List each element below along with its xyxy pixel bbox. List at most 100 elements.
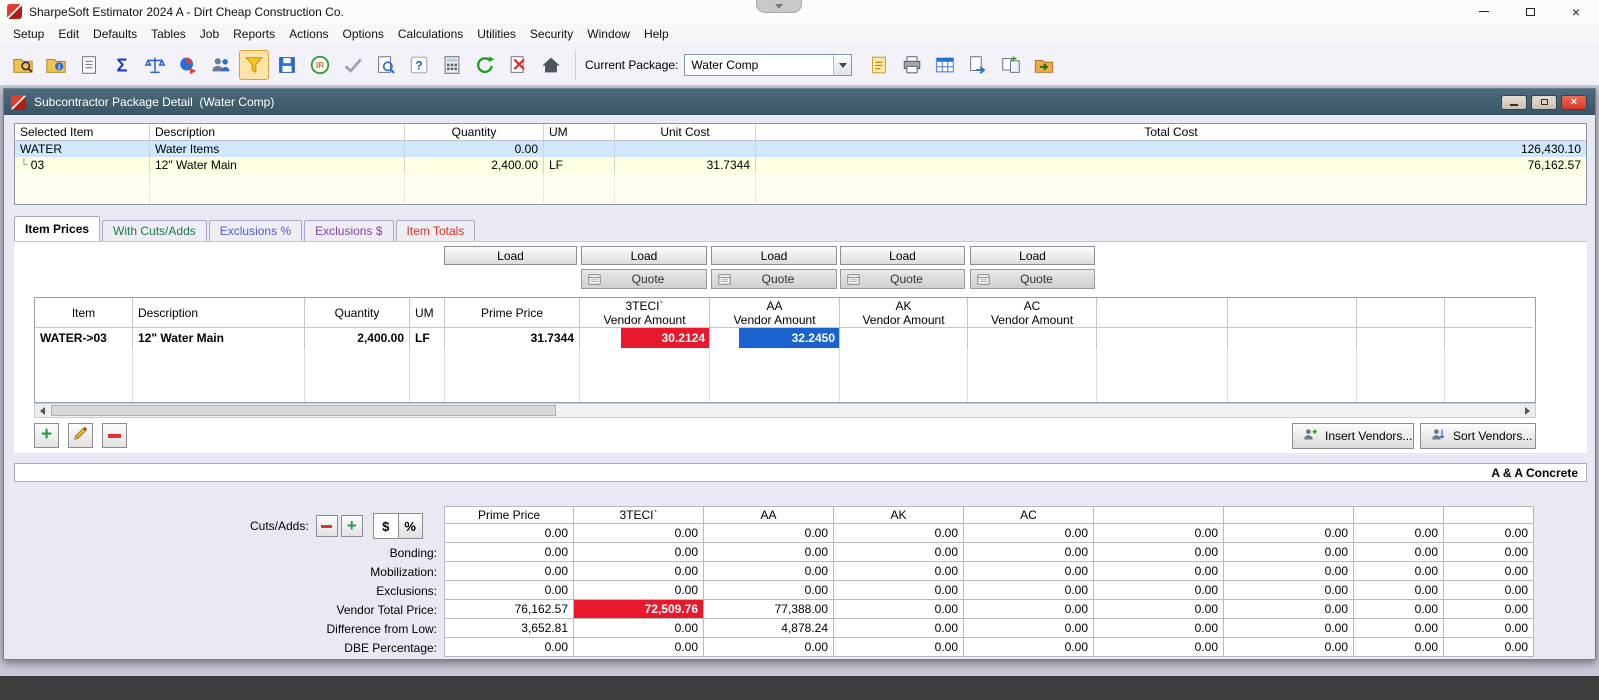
tab-exclusions[interactable]: Exclusions %: [208, 220, 303, 241]
price-row-cell-um[interactable]: LF: [410, 328, 445, 348]
close-button[interactable]: ×: [1553, 0, 1599, 23]
summary-value-cell[interactable]: 0.00: [1354, 524, 1444, 543]
screen-widget-handle[interactable]: [756, 0, 802, 13]
summary-value-cell[interactable]: 0.00: [1354, 543, 1444, 562]
add-row-button[interactable]: +: [34, 423, 59, 448]
calculator-icon[interactable]: [437, 50, 467, 80]
minimize-button[interactable]: [1461, 0, 1507, 23]
menu-calculations[interactable]: Calculations: [397, 26, 464, 41]
transfer-icon[interactable]: [996, 50, 1026, 80]
detail-minimize-button[interactable]: [1501, 94, 1527, 110]
menu-security[interactable]: Security: [529, 26, 574, 41]
bid-compare-icon[interactable]: [140, 50, 170, 80]
price-row-cell-prime-price[interactable]: 31.7344: [445, 328, 580, 348]
insert-vendors-button[interactable]: Insert Vendors...: [1292, 423, 1414, 449]
cuts-remove-button[interactable]: [315, 515, 338, 537]
summary-value-cell[interactable]: 0.00: [964, 543, 1094, 562]
item-row-cell-um[interactable]: LF: [544, 157, 615, 173]
instant-recalc-icon[interactable]: IR: [305, 50, 335, 80]
item-row-cell-um[interactable]: [544, 141, 615, 157]
menu-edit[interactable]: Edit: [58, 26, 80, 41]
item-row-cell-item[interactable]: └ 03: [15, 157, 150, 173]
load-button-3[interactable]: Load: [840, 246, 965, 265]
detail-titlebar[interactable]: Subcontractor Package Detail (Water Comp…: [4, 89, 1595, 115]
summary-value-cell[interactable]: 0.00: [1094, 562, 1224, 581]
load-button-4[interactable]: Load: [970, 246, 1095, 265]
load-button-1[interactable]: Load: [581, 246, 707, 265]
scroll-left-button[interactable]: [35, 404, 50, 417]
item-row-cell-unit-cost[interactable]: [615, 141, 756, 157]
item-row-cell-quantity[interactable]: 0.00: [405, 141, 544, 157]
price-row-cell-item[interactable]: WATER->03: [35, 328, 133, 348]
quote-button-3[interactable]: Quote: [970, 269, 1095, 289]
edit-row-button[interactable]: [68, 423, 93, 448]
load-button-0[interactable]: Load: [444, 246, 577, 265]
summary-value-cell[interactable]: 0.00: [444, 581, 574, 600]
quote-button-0[interactable]: Quote: [581, 269, 707, 289]
item-row-cell-description[interactable]: 12" Water Main: [150, 157, 405, 173]
tab-item-prices[interactable]: Item Prices: [14, 216, 101, 241]
summary-value-cell[interactable]: 0.00: [1224, 524, 1354, 543]
summary-value-cell[interactable]: 0.00: [1444, 543, 1534, 562]
menu-reports[interactable]: Reports: [233, 26, 276, 41]
detail-close-button[interactable]: ×: [1561, 94, 1587, 110]
dollar-toggle-button[interactable]: $: [373, 514, 398, 538]
scroll-right-button[interactable]: [1520, 404, 1535, 417]
summary-value-cell[interactable]: 0.00: [704, 524, 834, 543]
summary-value-cell[interactable]: 0.00: [1224, 581, 1354, 600]
summary-value-cell[interactable]: 0.00: [574, 543, 704, 562]
menu-setup[interactable]: Setup: [13, 26, 45, 41]
price-row-cell-vendor-amount-2[interactable]: [840, 328, 968, 348]
summary-value-cell[interactable]: 0.00: [1224, 543, 1354, 562]
menu-actions[interactable]: Actions: [289, 26, 329, 41]
summary-value-cell[interactable]: 0.00: [964, 562, 1094, 581]
maximize-button[interactable]: [1507, 0, 1553, 23]
horizontal-scrollbar[interactable]: [34, 403, 1536, 418]
price-row-cell-vendor-amount-0[interactable]: 30.2124: [580, 328, 710, 348]
summary-value-cell[interactable]: 0.00: [834, 543, 964, 562]
summary-value-cell[interactable]: 0.00: [1354, 562, 1444, 581]
summary-value-cell[interactable]: 0.00: [1354, 581, 1444, 600]
tab-with-cuts-adds[interactable]: With Cuts/Adds: [102, 220, 207, 241]
summary-value-cell[interactable]: 0.00: [1444, 524, 1534, 543]
price-row-cell-description[interactable]: 12" Water Main: [133, 328, 305, 348]
price-row-cell-quantity[interactable]: 2,400.00: [305, 328, 410, 348]
summary-value-cell[interactable]: 0.00: [1444, 562, 1534, 581]
detail-restore-button[interactable]: [1531, 94, 1557, 110]
item-row-cell-item[interactable]: WATER: [15, 141, 150, 157]
summary-value-cell[interactable]: 0.00: [574, 581, 704, 600]
tab-item-totals[interactable]: Item Totals: [395, 220, 476, 241]
item-row-cell-total-cost[interactable]: 76,162.57: [756, 157, 1586, 173]
menu-options[interactable]: Options: [342, 26, 384, 41]
menu-utilities[interactable]: Utilities: [477, 26, 516, 41]
summary-value-cell[interactable]: 0.00: [1224, 562, 1354, 581]
load-button-2[interactable]: Load: [711, 246, 837, 265]
notes-icon[interactable]: [864, 50, 894, 80]
combo-dropdown-button[interactable]: [833, 54, 852, 75]
delete-row-button[interactable]: [102, 423, 127, 448]
current-package-combo[interactable]: Water Comp: [684, 53, 853, 76]
summary-value-cell[interactable]: 0.00: [1444, 581, 1534, 600]
job-search-icon[interactable]: [8, 50, 38, 80]
summary-value-cell[interactable]: 0.00: [444, 562, 574, 581]
quote-button-2[interactable]: Quote: [840, 269, 965, 289]
preview-icon[interactable]: [371, 50, 401, 80]
summary-value-cell[interactable]: 0.00: [704, 562, 834, 581]
item-row-cell-unit-cost[interactable]: 31.7344: [615, 157, 756, 173]
summary-value-cell[interactable]: 0.00: [964, 581, 1094, 600]
summary-value-cell[interactable]: 0.00: [964, 524, 1094, 543]
item-row-cell-quantity[interactable]: 2,400.00: [405, 157, 544, 173]
spellcheck-icon[interactable]: [338, 50, 368, 80]
sort-vendors-button[interactable]: Sort Vendors...: [1420, 423, 1536, 449]
menu-help[interactable]: Help: [643, 26, 669, 41]
save-layout-icon[interactable]: [272, 50, 302, 80]
item-list-icon[interactable]: [74, 50, 104, 80]
price-row-cell-vendor-amount-3[interactable]: [968, 328, 1097, 348]
refresh-icon[interactable]: [470, 50, 500, 80]
send-doc-icon[interactable]: [963, 50, 993, 80]
cuts-add-button[interactable]: +: [340, 515, 363, 537]
summary-value-cell[interactable]: 0.00: [1094, 543, 1224, 562]
summary-value-cell[interactable]: 0.00: [574, 562, 704, 581]
summary-value-cell[interactable]: 0.00: [704, 543, 834, 562]
help-icon[interactable]: ?: [404, 50, 434, 80]
